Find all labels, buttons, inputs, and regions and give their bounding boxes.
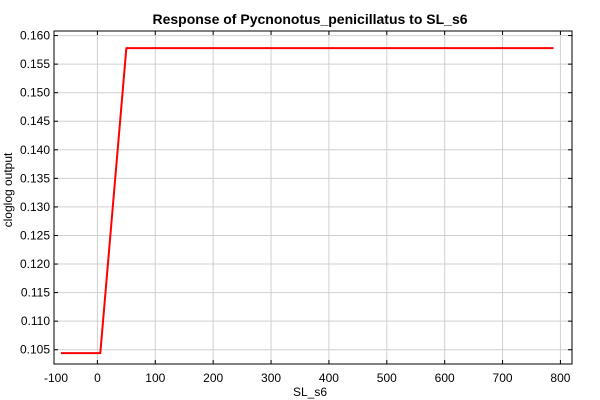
y-tick-label: 0.160 (20, 29, 50, 43)
y-tick-label: 0.125 (20, 228, 50, 242)
x-tick-label: 100 (145, 371, 165, 385)
series-layer (60, 47, 554, 355)
grid (54, 31, 572, 364)
y-tick-label: 0.135 (20, 171, 50, 185)
x-tick-label: 300 (261, 371, 281, 385)
x-tick-label: 500 (377, 371, 397, 385)
ticks: -100 0 100 200 300 400 500 600 700 800 0.105 0.110 0… (20, 29, 572, 385)
x-tick-label: 800 (550, 371, 570, 385)
y-axis-label: cloglog output (1, 152, 15, 227)
series-line (60, 47, 554, 355)
y-tick-label: 0.155 (20, 57, 50, 71)
y-tick-label: 0.130 (20, 200, 50, 214)
y-tick-label: 0.150 (20, 86, 50, 100)
x-tick-label: 0 (94, 371, 101, 385)
y-tick-label: 0.140 (20, 143, 50, 157)
y-tick-label: 0.115 (21, 286, 50, 300)
x-tick-label: -100 (44, 371, 68, 385)
x-axis-label: SL_s6 (293, 385, 327, 399)
x-tick-label: 700 (493, 371, 513, 385)
x-tick-label: 200 (203, 371, 223, 385)
plot-frame (53, 30, 573, 365)
y-tick-label: 0.145 (20, 114, 50, 128)
x-tick-label: 600 (435, 371, 455, 385)
y-tick-label: 0.105 (20, 343, 50, 357)
y-tick-label: 0.120 (20, 257, 50, 271)
y-tick-label: 0.110 (21, 314, 50, 328)
x-tick-label: 400 (319, 371, 339, 385)
chart-title: Response of Pycnonotus_penicillatus to S… (152, 11, 467, 27)
